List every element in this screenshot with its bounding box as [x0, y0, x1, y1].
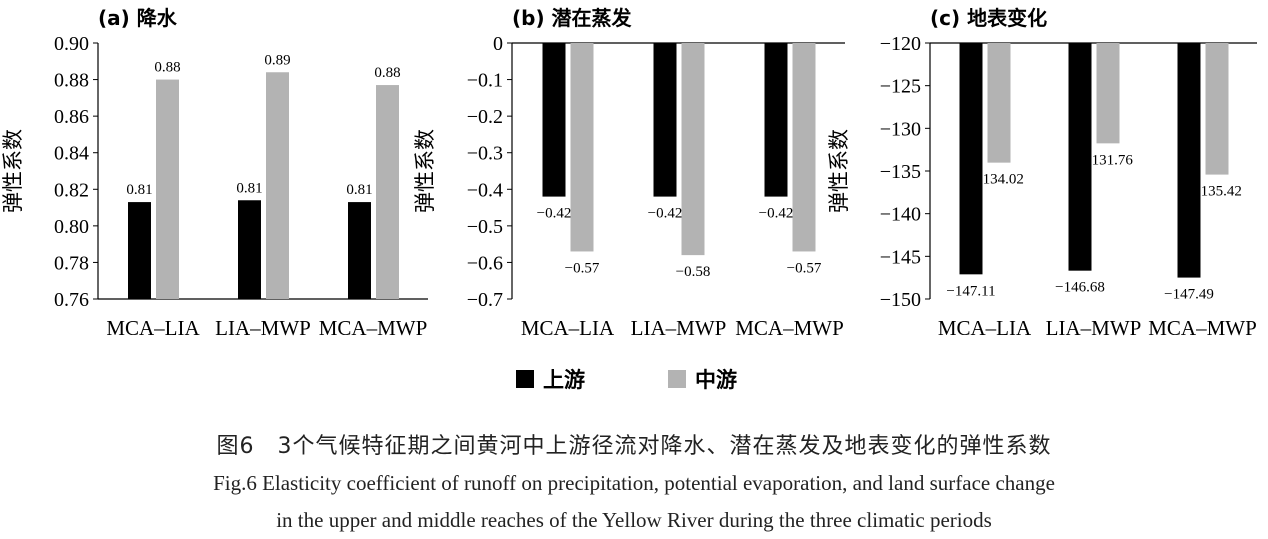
- panel-b-y-tick-label: −0.3: [467, 143, 503, 165]
- panel-c-bar-upper: [959, 43, 983, 275]
- panel-b-data-label: −0.42: [537, 206, 572, 222]
- panel-b-bar-middle: [792, 43, 816, 252]
- panel-b-y-tick-label: −0.6: [467, 252, 503, 274]
- panel-b-category-label: MCA–LIA: [521, 316, 615, 340]
- panel-a-y-axis-label: 弹性系数: [1, 129, 25, 213]
- panel-b-y-axis-label: 弹性系数: [413, 129, 437, 213]
- panel-b-y-tick-label: −0.4: [467, 179, 503, 201]
- panel-c-y-tick-label: −150: [880, 289, 921, 311]
- panel-b-y-tick-label: −0.7: [467, 289, 503, 311]
- panel-a-y-tick-label: 0.76: [54, 289, 89, 311]
- panel-b-bar-middle: [681, 43, 705, 256]
- figure-caption-english-line2: in the upper and middle reaches of the Y…: [276, 508, 992, 532]
- panel-c-y-tick-label: −135: [880, 161, 921, 183]
- panel-b-data-label: −0.58: [676, 264, 711, 280]
- panel-b-data-label: −0.42: [648, 206, 683, 222]
- panel-a-bar-middle: [156, 79, 179, 299]
- panel-a-bar-upper: [128, 202, 151, 299]
- panel-a-data-label: 0.81: [236, 180, 262, 196]
- panel-c-title: (c) 地表变化: [930, 6, 1047, 30]
- panel-c-category-label: MCA–MWP: [1148, 316, 1257, 340]
- panel-c-y-axis-label: 弹性系数: [827, 129, 851, 213]
- panel-c-data-label: −147.49: [1164, 287, 1214, 303]
- panel-b-data-label: −0.42: [759, 206, 794, 222]
- panel-c-y-tick-label: −130: [880, 118, 921, 140]
- panel-b-data-label: −0.57: [565, 260, 600, 276]
- panel-a-data-label: 0.88: [154, 60, 180, 76]
- panel-b-y-tick-label: −0.1: [467, 70, 503, 92]
- panel-a-y-tick-label: 0.90: [54, 33, 89, 55]
- panel-b-bar-upper: [764, 43, 788, 197]
- panel-c-bar-middle: [987, 43, 1011, 163]
- legend-label-middle: 中游: [695, 368, 737, 392]
- panel-a-category-label: MCA–LIA: [106, 316, 200, 340]
- figure-caption-chinese: 图6 3个气候特征期之间黄河中上游径流对降水、潜在蒸发及地表变化的弹性系数: [216, 434, 1052, 459]
- panel-b-y-tick-label: −0.2: [467, 106, 503, 128]
- panel-a-data-label: 0.81: [346, 182, 372, 198]
- panel-c-y-tick-label: −120: [880, 33, 921, 55]
- panel-a-bar-middle: [266, 72, 289, 299]
- panel-a-data-label: 0.81: [126, 182, 152, 198]
- panel-a-data-label: 0.88: [374, 65, 400, 81]
- panel-b-y-tick-label: 0: [493, 33, 503, 55]
- panel-a-bar-middle: [376, 85, 399, 299]
- panel-c-y-tick-label: −140: [880, 204, 921, 226]
- panel-b-title: (b) 潜在蒸发: [512, 6, 633, 30]
- legend-swatch-upper: [516, 370, 534, 388]
- panel-b-y-tick-label: −0.5: [467, 216, 503, 238]
- panel-c-category-label: MCA–LIA: [938, 316, 1032, 340]
- panel-c-data-label: −147.11: [946, 283, 995, 299]
- panel-c-bar-upper: [1068, 43, 1092, 271]
- panel-a-y-tick-label: 0.84: [54, 143, 89, 165]
- panel-a-y-tick-label: 0.82: [54, 179, 89, 201]
- panel-a-bar-upper: [348, 202, 371, 299]
- panel-a-title: (a) 降水: [98, 6, 178, 30]
- panel-a-y-tick-label: 0.78: [54, 252, 89, 274]
- legend-label-upper: 上游: [543, 368, 585, 392]
- panel-b-data-label: −0.57: [787, 260, 822, 276]
- panel-c-category-label: LIA–MWP: [1046, 316, 1142, 340]
- panel-c-y-tick-label: −125: [880, 76, 921, 98]
- panel-b-category-label: LIA–MWP: [631, 316, 727, 340]
- panel-b-bar-upper: [653, 43, 677, 197]
- panel-a-category-label: LIA–MWP: [215, 316, 311, 340]
- panel-a-y-tick-label: 0.80: [54, 216, 89, 238]
- panel-a-data-label: 0.89: [264, 52, 290, 68]
- panel-a-y-tick-label: 0.86: [54, 106, 89, 128]
- panel-c-data-label: −146.68: [1055, 280, 1105, 296]
- panel-c-bar-middle: [1096, 43, 1120, 144]
- panel-a-category-label: MCA–MWP: [319, 316, 428, 340]
- panel-b-category-label: MCA–MWP: [735, 316, 844, 340]
- panel-c-y-tick-label: −145: [880, 246, 921, 268]
- panel-c-data-label: −135.42: [1192, 184, 1242, 200]
- figure-caption-english-line1: Fig.6 Elasticity coefficient of runoff o…: [213, 471, 1055, 495]
- panel-b-bar-middle: [570, 43, 594, 252]
- panel-c-bar-middle: [1205, 43, 1229, 175]
- panel-c-bar-upper: [1177, 43, 1201, 278]
- panel-c-data-label: −131.76: [1083, 152, 1133, 168]
- panel-c-data-label: −134.02: [974, 172, 1024, 188]
- panel-b-bar-upper: [542, 43, 566, 197]
- legend-swatch-middle: [668, 370, 686, 388]
- panel-a-y-tick-label: 0.88: [54, 70, 89, 92]
- panel-a-bar-upper: [238, 200, 261, 299]
